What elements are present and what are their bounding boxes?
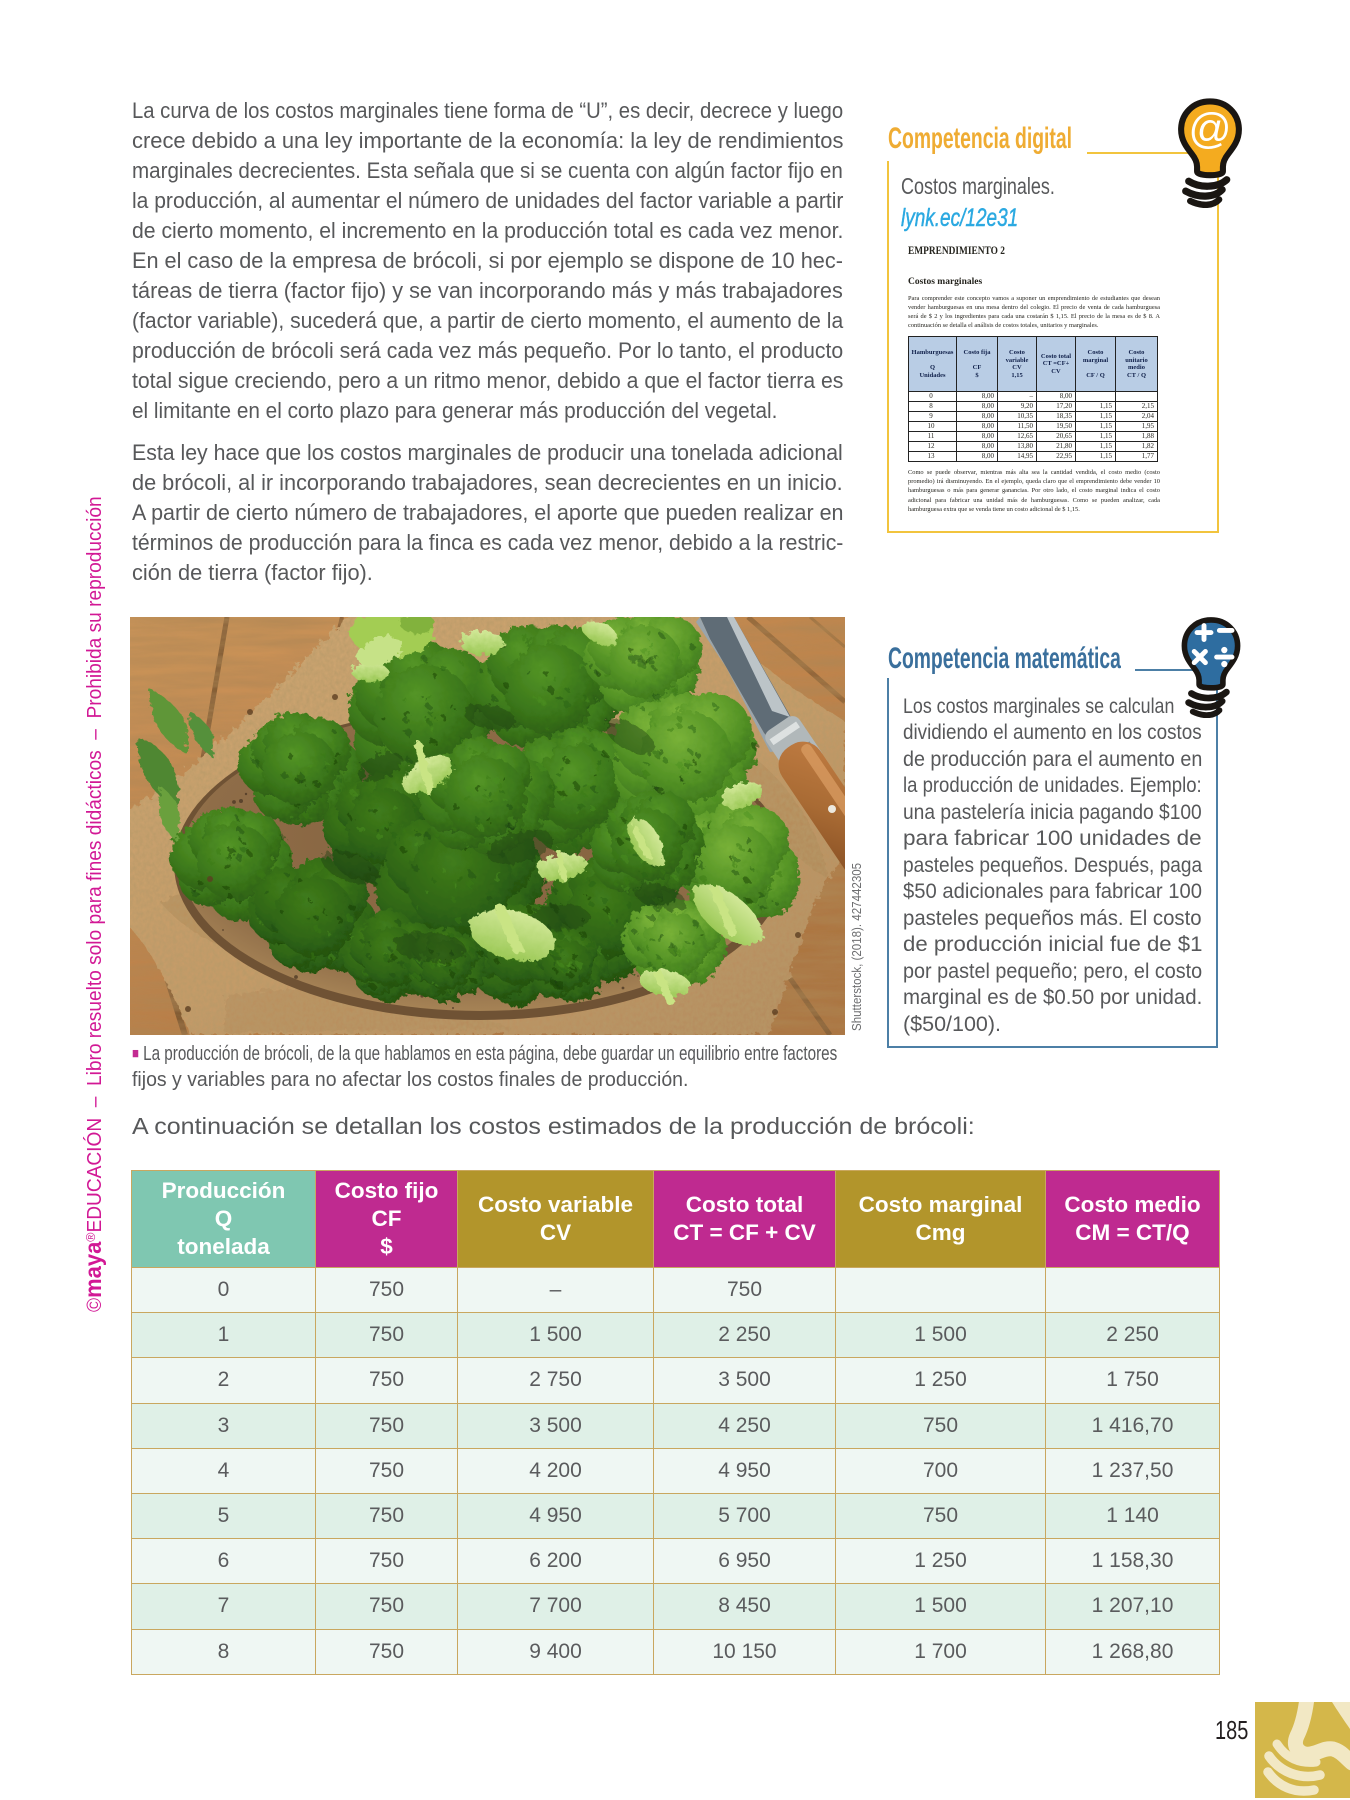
svg-text:@: @ xyxy=(1188,105,1231,153)
